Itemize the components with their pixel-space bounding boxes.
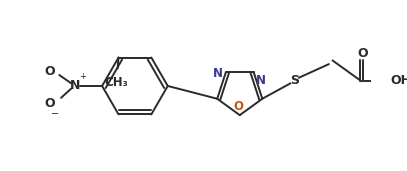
Text: N: N (70, 80, 80, 93)
Text: N: N (213, 67, 223, 80)
Text: O: O (44, 97, 55, 110)
Text: S: S (290, 74, 299, 87)
Text: OH: OH (390, 74, 407, 87)
Text: O: O (44, 65, 55, 78)
Text: O: O (234, 100, 244, 113)
Text: −: − (50, 109, 59, 119)
Text: +: + (79, 72, 86, 81)
Text: O: O (357, 47, 368, 60)
Text: CH₃: CH₃ (105, 76, 129, 89)
Text: N: N (256, 74, 265, 87)
